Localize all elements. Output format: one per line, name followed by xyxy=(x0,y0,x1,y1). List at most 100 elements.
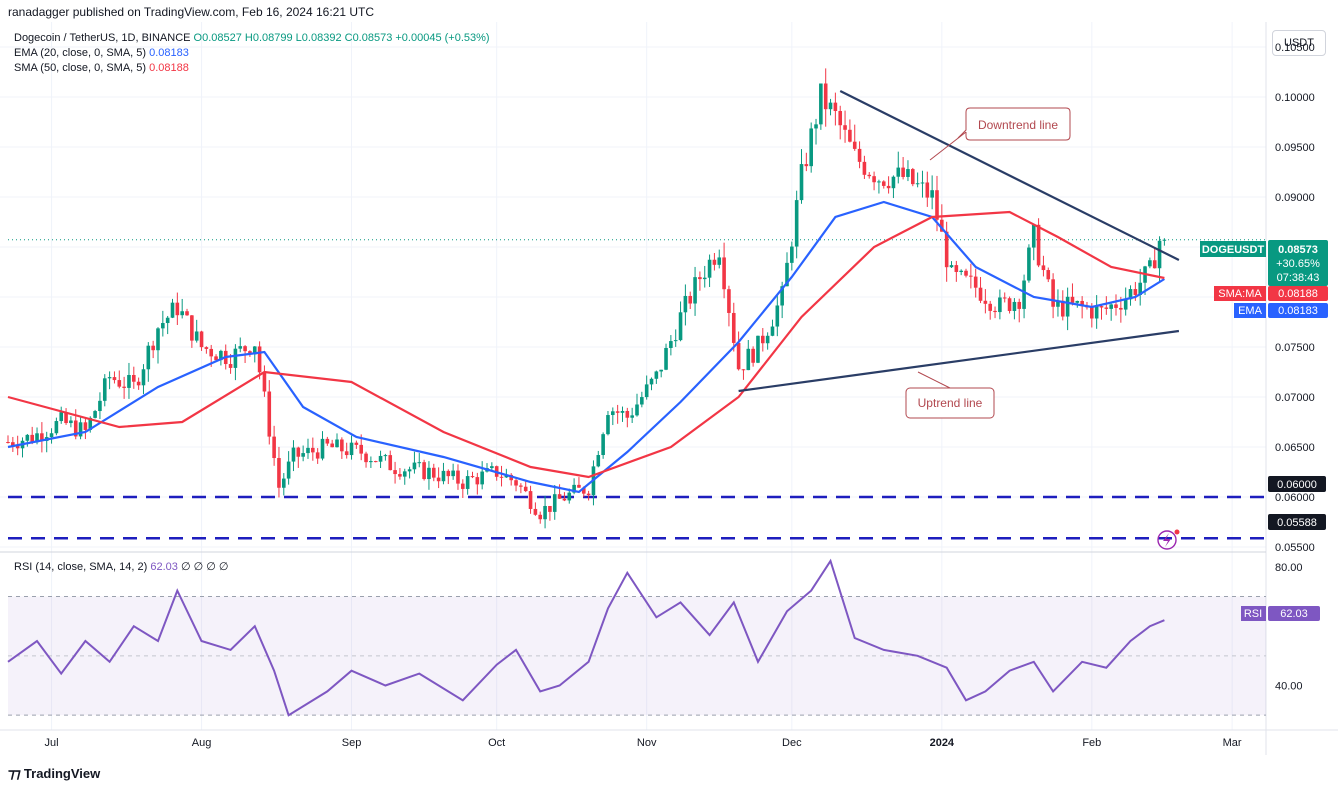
tradingview-brand[interactable]: ⁊⁊ TradingView xyxy=(8,765,100,782)
candle-body xyxy=(1041,265,1046,271)
candle-body xyxy=(132,374,136,382)
candle-body xyxy=(935,190,939,220)
candle-body xyxy=(252,346,257,355)
candle-body xyxy=(441,470,446,482)
candle-body xyxy=(219,350,223,361)
candle-body xyxy=(712,259,717,265)
candle-body xyxy=(581,487,586,494)
sma-value: 0.08188 xyxy=(149,62,189,74)
candle-body xyxy=(1119,307,1123,310)
ema-line xyxy=(7,200,1165,494)
candle-body xyxy=(1056,300,1060,307)
candle-body xyxy=(407,469,412,472)
candle-body xyxy=(35,433,39,443)
candle-body xyxy=(1046,270,1051,280)
candle-body xyxy=(1070,296,1075,303)
candle-body xyxy=(601,434,605,456)
price-tick-label: 0.06000 xyxy=(1275,492,1315,504)
candle-body xyxy=(136,381,141,386)
candle-body xyxy=(688,295,693,304)
time-tick-label: Dec xyxy=(782,737,802,749)
candle-body xyxy=(548,505,552,512)
downtrend-line[interactable] xyxy=(839,90,1180,261)
candle-body xyxy=(635,404,639,416)
candle-body xyxy=(15,446,20,449)
sma-row[interactable]: SMA (50, close, 0, SMA, 5) 0.08188 xyxy=(14,61,490,76)
candle-body xyxy=(490,466,494,469)
candle-body xyxy=(30,434,34,443)
candle-body xyxy=(475,477,480,485)
candle-body xyxy=(301,453,305,457)
candle-body xyxy=(25,434,30,441)
ohlc-values: O0.08527 H0.08799 L0.08392 C0.08573 +0.0… xyxy=(193,32,490,44)
candle-body xyxy=(577,484,581,488)
candle-body xyxy=(872,176,876,183)
candle-body xyxy=(1094,306,1099,319)
ema-badge-name: EMA xyxy=(1238,305,1263,317)
candle-body xyxy=(881,181,886,186)
candle-body xyxy=(330,443,334,448)
candle-body xyxy=(683,295,688,313)
time-tick-label: Oct xyxy=(488,737,505,749)
time-tick-label: 2024 xyxy=(930,737,955,749)
candle-body xyxy=(1060,300,1065,317)
price-tick-label: 0.07500 xyxy=(1275,342,1315,354)
candle-body xyxy=(930,190,934,198)
candle-body xyxy=(736,342,741,370)
candle-body xyxy=(1051,279,1055,307)
time-axis[interactable]: Jul Aug Sep Oct Nov Dec 2024 Feb Mar xyxy=(45,737,1242,749)
candle-body xyxy=(586,493,591,496)
lightning-icon[interactable] xyxy=(1157,529,1180,550)
candle-body xyxy=(315,452,320,459)
candle-body xyxy=(465,476,470,489)
candle-body xyxy=(306,447,310,454)
candle-body xyxy=(1114,304,1118,308)
price-badge-countdown: 07:38:43 xyxy=(1277,272,1320,284)
candle-body xyxy=(156,328,160,351)
candle-body xyxy=(112,377,117,381)
ema-row[interactable]: EMA (20, close, 0, SMA, 5) 0.08183 xyxy=(14,46,490,61)
symbol-name[interactable]: Dogecoin / TetherUS, 1D, BINANCE xyxy=(14,32,191,44)
rsi-axis[interactable]: 80.00 40.00 xyxy=(1275,562,1303,693)
downtrend-callout[interactable]: Downtrend line xyxy=(929,107,1071,161)
candle-body xyxy=(1012,301,1017,311)
ema-value: 0.08183 xyxy=(149,47,189,59)
uptrend-callout[interactable]: Uptrend line xyxy=(905,371,995,419)
candle-body xyxy=(630,415,634,418)
candle-body xyxy=(422,462,426,480)
candle-body xyxy=(804,164,809,167)
level-badge-1-value: 0.06000 xyxy=(1277,479,1317,491)
uptrend-line[interactable] xyxy=(738,329,1180,393)
candle-body xyxy=(819,83,823,125)
candle-body xyxy=(6,442,10,443)
candle-body xyxy=(814,124,818,129)
candle-body xyxy=(528,491,533,509)
candle-body xyxy=(185,311,189,316)
candle-body xyxy=(456,470,460,484)
rsi-legend[interactable]: RSI (14, close, SMA, 14, 2) 62.03 ∅ ∅ ∅ … xyxy=(14,560,228,573)
candle-body xyxy=(896,167,901,177)
candle-body xyxy=(862,161,867,175)
candle-body xyxy=(940,219,944,232)
candle-body xyxy=(644,384,649,398)
currency-button[interactable]: USDT xyxy=(1272,30,1326,56)
candle-body xyxy=(393,470,397,475)
candle-body xyxy=(843,125,847,130)
candle-body xyxy=(756,335,760,363)
candle-body xyxy=(1031,224,1036,248)
candle-body xyxy=(1099,306,1104,308)
candle-body xyxy=(1036,224,1041,266)
candle-body xyxy=(209,348,214,357)
candle-body xyxy=(596,455,601,467)
candle-body xyxy=(625,410,630,418)
candle-body xyxy=(993,310,997,313)
candle-body xyxy=(611,411,615,416)
candle-body xyxy=(233,348,238,368)
candle-body xyxy=(673,340,678,342)
symbol-row: Dogecoin / TetherUS, 1D, BINANCE O0.0852… xyxy=(14,31,490,46)
candle-body xyxy=(88,417,93,430)
candle-body xyxy=(848,129,852,142)
candle-body xyxy=(451,470,455,477)
price-tick-label: 0.10000 xyxy=(1275,92,1315,104)
